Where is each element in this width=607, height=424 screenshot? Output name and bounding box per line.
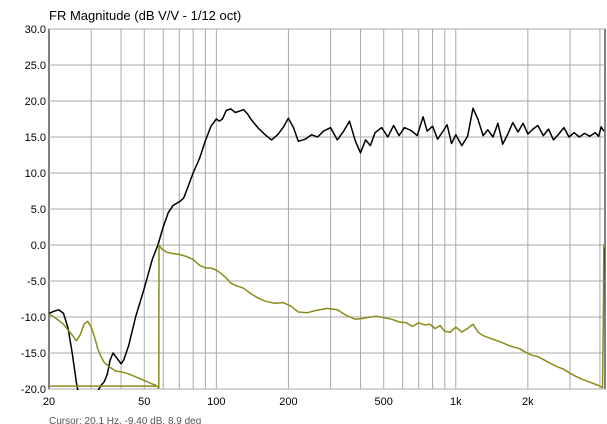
grid-lines: [49, 28, 605, 390]
y-tick-label: 25.0: [25, 60, 46, 72]
y-tick-label: 10.0: [25, 168, 46, 180]
y-tick-label: 15.0: [25, 132, 46, 144]
y-tick-label: -5.0: [27, 276, 46, 288]
y-axis-ticks: 30.0 25.0 20.0 15.0 10.0 5.0 0.0 -5.0 -10.0 -15.0…: [21, 24, 46, 396]
y-tick-label: 0.0: [31, 240, 46, 252]
x-tick-label: 20: [43, 396, 55, 408]
x-tick-label: 1k: [450, 396, 462, 408]
y-tick-label: -20.0: [21, 384, 46, 396]
x-tick-label: 200: [279, 396, 297, 408]
series-layer: [49, 107, 605, 390]
x-tick-label: 50: [138, 396, 150, 408]
x-tick-label: 100: [207, 396, 225, 408]
cursor-readout: Cursor: 20.1 Hz, -9.40 dB, 8.9 deg: [49, 416, 201, 424]
y-tick-label: -10.0: [21, 312, 46, 324]
series-line-1: [49, 107, 605, 390]
y-tick-label: 5.0: [31, 204, 46, 216]
x-axis-ticks: 20 50 100 200 500 1k 2k: [43, 396, 534, 408]
chart-title: FR Magnitude (dB V/V - 1/12 oct): [49, 8, 241, 23]
x-tick-label: 2k: [522, 396, 534, 408]
y-tick-label: 30.0: [25, 24, 46, 36]
series-line-2: [49, 244, 605, 390]
y-tick-label: 20.0: [25, 96, 46, 108]
x-tick-label: 500: [375, 396, 393, 408]
y-tick-label: -15.0: [21, 348, 46, 360]
